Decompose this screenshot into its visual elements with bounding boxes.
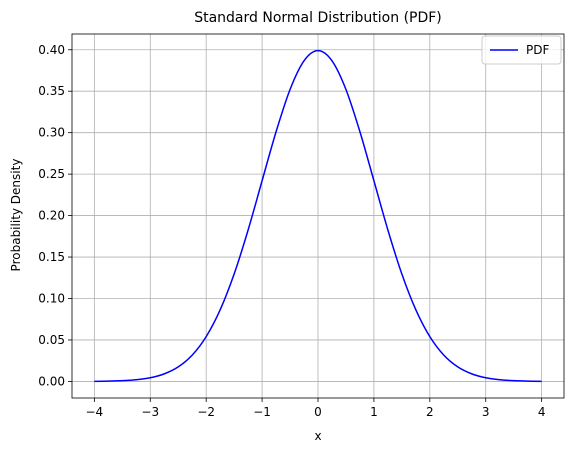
y-tick-label: 0.05	[38, 333, 65, 347]
y-tick-label: 0.35	[38, 84, 65, 98]
y-tick-label: 0.20	[38, 209, 65, 223]
y-tick-label: 0.30	[38, 126, 65, 140]
y-tick-label: 0.15	[38, 250, 65, 264]
grid	[72, 34, 564, 398]
x-tick-label: 0	[314, 405, 322, 419]
x-axis-ticks: −4 −3 −2 −1 0 1 2 3 4	[86, 398, 546, 419]
chart-title: Standard Normal Distribution (PDF)	[194, 10, 442, 26]
x-tick-label: 3	[482, 405, 490, 419]
y-tick-label: 0.10	[38, 292, 65, 306]
x-tick-label: 1	[370, 405, 378, 419]
y-axis-label: Probability Density	[9, 159, 23, 272]
legend: PDF	[481, 35, 562, 65]
legend-box	[481, 35, 562, 65]
y-tick-label: 0.25	[38, 167, 65, 181]
y-tick-label: 0.40	[38, 43, 65, 57]
x-tick-label: 4	[538, 405, 546, 419]
x-tick-label: −3	[141, 405, 159, 419]
legend-label-pdf: PDF	[526, 43, 549, 57]
x-tick-label: −1	[253, 405, 271, 419]
x-axis-label: x	[314, 429, 321, 443]
y-axis-ticks: 0.00 0.05 0.10 0.15 0.20 0.25 0.30 0.35 0.40	[38, 43, 72, 388]
y-tick-label: 0.00	[38, 374, 65, 388]
series-line-pdf	[94, 49, 542, 383]
x-tick-label: −4	[86, 405, 104, 419]
x-tick-label: 2	[426, 405, 434, 419]
series-layer	[94, 49, 542, 383]
x-tick-label: −2	[197, 405, 215, 419]
